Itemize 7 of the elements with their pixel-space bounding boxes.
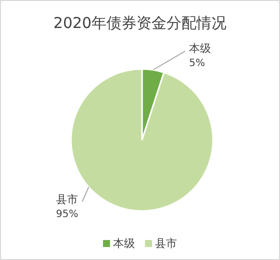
data-label: 5% [189, 58, 205, 70]
chart-title: 2020年债券资金分配情况 [53, 14, 227, 32]
slice-label: 县市 [56, 192, 78, 206]
data-label: 95% [56, 208, 78, 220]
legend-label: 本级 [113, 237, 135, 250]
slice-label: 本级 [189, 42, 212, 56]
legend-label: 县市 [155, 237, 177, 250]
